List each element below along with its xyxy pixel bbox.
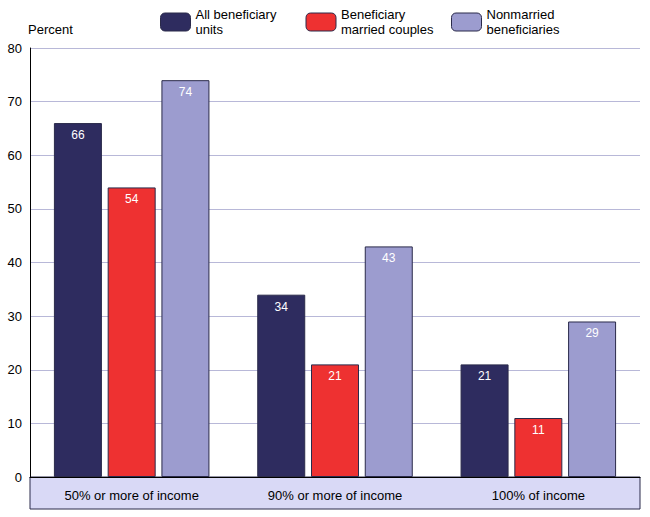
svg-text:50% or more of income: 50% or more of income (64, 488, 198, 503)
svg-text:100% of income: 100% of income (492, 488, 585, 503)
svg-text:50: 50 (8, 201, 22, 216)
svg-text:30: 30 (8, 309, 22, 324)
svg-text:married couples: married couples (341, 22, 434, 37)
svg-text:11: 11 (532, 423, 545, 437)
svg-text:Beneficiary: Beneficiary (341, 7, 409, 22)
svg-text:70: 70 (8, 94, 22, 109)
svg-text:All beneficiary: All beneficiary (196, 7, 281, 22)
svg-text:21: 21 (478, 369, 492, 383)
svg-text:units: units (196, 22, 224, 37)
svg-text:34: 34 (275, 300, 289, 314)
svg-text:66: 66 (71, 128, 85, 142)
svg-text:74: 74 (179, 85, 193, 99)
svg-text:90% or more of income: 90% or more of income (268, 488, 402, 503)
svg-text:40: 40 (8, 255, 22, 270)
svg-text:60: 60 (8, 148, 22, 163)
svg-text:43: 43 (382, 251, 396, 265)
svg-text:20: 20 (8, 362, 22, 377)
svg-text:Percent: Percent (28, 22, 73, 37)
svg-text:29: 29 (585, 326, 599, 340)
svg-text:10: 10 (8, 416, 22, 431)
svg-text:80: 80 (8, 41, 22, 56)
svg-text:54: 54 (125, 192, 139, 206)
svg-text:0: 0 (15, 470, 22, 485)
svg-text:21: 21 (328, 369, 342, 383)
svg-text:beneficiaries: beneficiaries (487, 22, 560, 37)
svg-text:Nonmarried: Nonmarried (487, 7, 559, 22)
